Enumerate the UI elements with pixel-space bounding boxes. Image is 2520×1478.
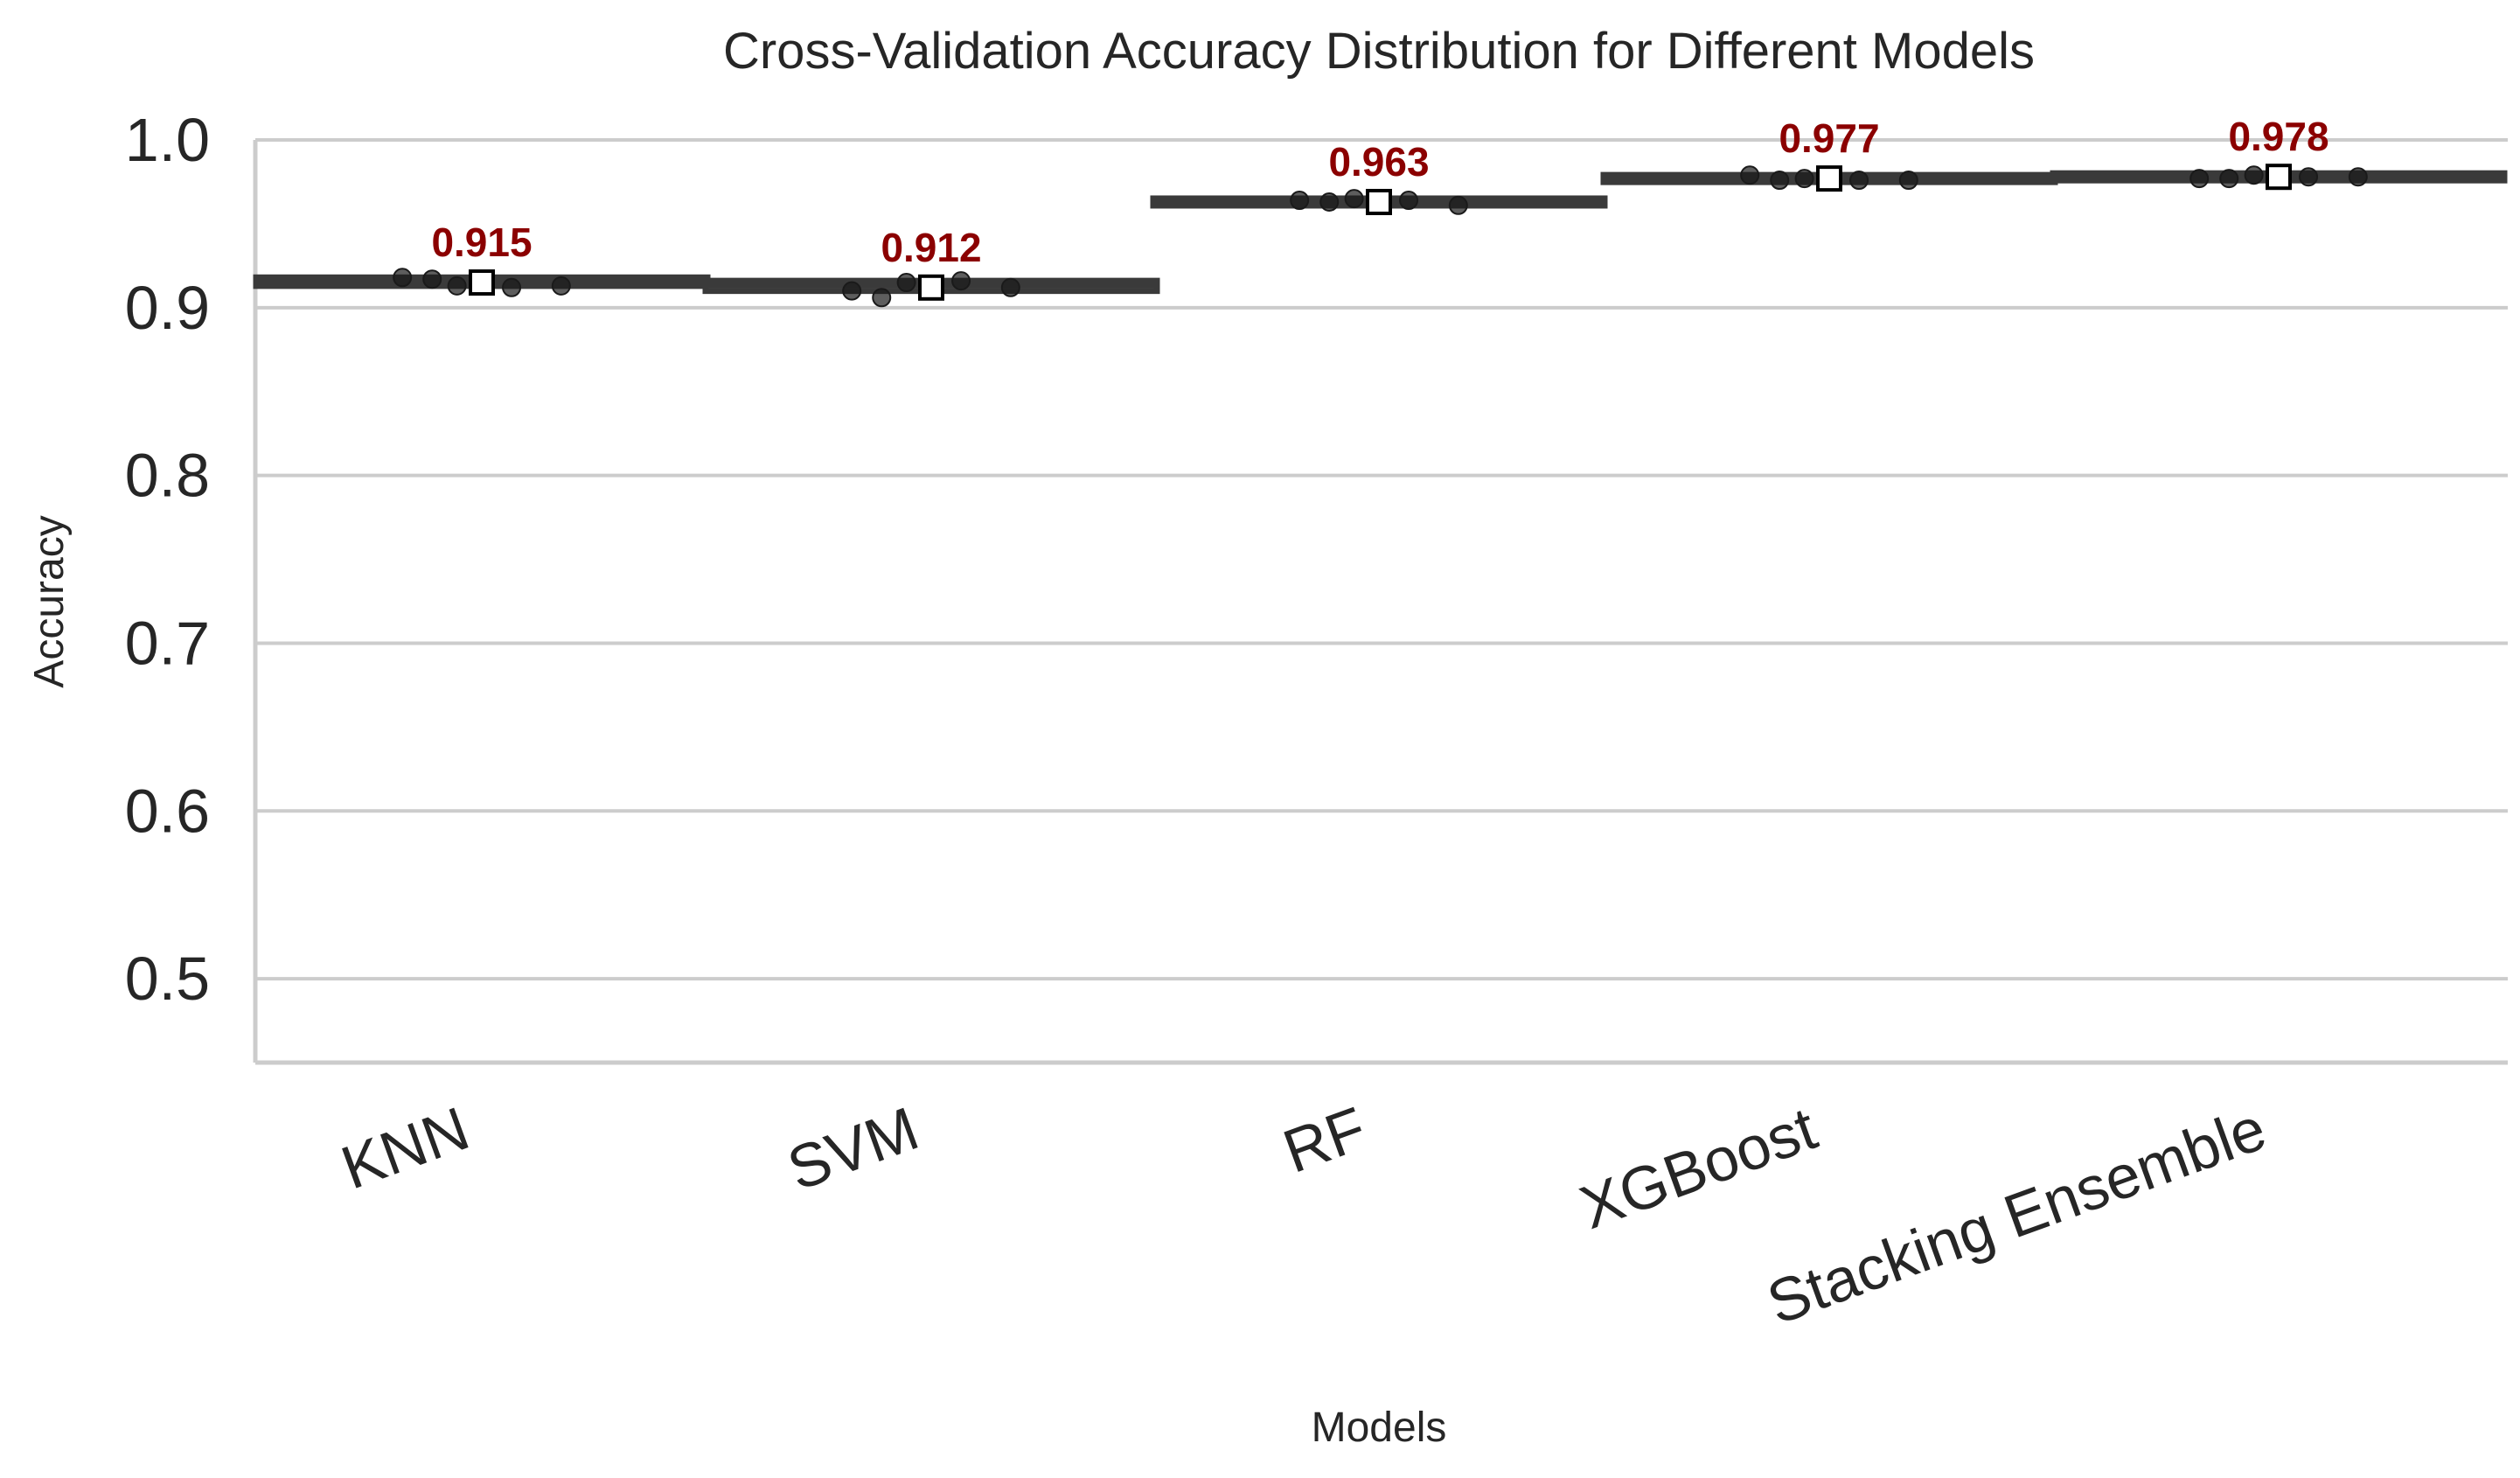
data-point: [551, 275, 571, 296]
x-tick-label: XGBoost: [1571, 1094, 1825, 1242]
x-tick-label: RF: [1275, 1094, 1375, 1186]
data-point: [2244, 165, 2264, 185]
mean-marker: [2266, 164, 2292, 191]
y-tick-labels: 0.5 0.6 0.7 0.8 0.9 1.0: [125, 106, 210, 1013]
data-point: [422, 269, 442, 289]
data-point: [1344, 189, 1364, 209]
y-tick-label: 0.5: [125, 945, 210, 1013]
mean-marker: [918, 274, 944, 301]
x-tick-label: Stacking Ensemble: [1758, 1094, 2274, 1337]
data-point: [1898, 171, 1918, 191]
x-axis-title: Models: [1312, 1405, 1447, 1451]
data-point: [1319, 192, 1340, 212]
data-point: [951, 271, 971, 291]
box-group-stacking-ensemble: 0.978: [2050, 114, 2508, 191]
data-point: [2189, 169, 2210, 189]
y-tick-label: 1.0: [125, 106, 210, 174]
axes: [253, 140, 2508, 1065]
data-point: [1849, 171, 1869, 191]
data-point: [447, 275, 467, 296]
y-tick-label: 0.9: [125, 274, 210, 342]
mean-value-label: 0.977: [1779, 115, 1879, 161]
mean-marker: [1366, 188, 1392, 215]
data-point: [1290, 191, 1310, 211]
y-tick-label: 0.8: [125, 442, 210, 510]
x-tick-label: SVM: [779, 1094, 927, 1203]
mean-value-label: 0.978: [2228, 114, 2329, 159]
mean-marker: [469, 269, 495, 296]
data-point: [1740, 165, 1760, 185]
box-group-xgboost: 0.977: [1600, 115, 2058, 192]
data-point: [393, 268, 413, 288]
box-group-svm: 0.912: [702, 225, 1160, 308]
data-point: [872, 288, 892, 308]
mean-marker: [1816, 165, 1842, 192]
box-group-knn: 0.915: [253, 220, 711, 297]
data-point: [1399, 191, 1419, 211]
data-point: [842, 281, 862, 301]
data-point: [896, 273, 916, 293]
data-point: [2299, 167, 2319, 187]
data-point: [1448, 195, 1468, 215]
data-point: [2348, 167, 2368, 187]
data-point: [1794, 169, 1814, 189]
data-point: [1770, 171, 1790, 191]
x-tick-label: KNN: [333, 1094, 478, 1203]
data-point: [1000, 277, 1020, 297]
y-tick-label: 0.6: [125, 777, 210, 845]
y-axis-title: Accuracy: [26, 515, 73, 687]
grid-lines: [255, 138, 2508, 981]
chart-title: Cross-Validation Accuracy Distribution f…: [723, 23, 2035, 80]
mean-value-label: 0.963: [1328, 139, 1429, 185]
data-point: [2219, 169, 2239, 189]
box-group-rf: 0.963: [1150, 139, 1608, 215]
box-plots: 0.915 0.912 0.963 0.977 0.978: [253, 114, 2508, 308]
data-point: [502, 277, 522, 297]
y-tick-label: 0.7: [125, 609, 210, 677]
mean-value-label: 0.915: [431, 220, 532, 265]
mean-value-label: 0.912: [881, 225, 981, 270]
